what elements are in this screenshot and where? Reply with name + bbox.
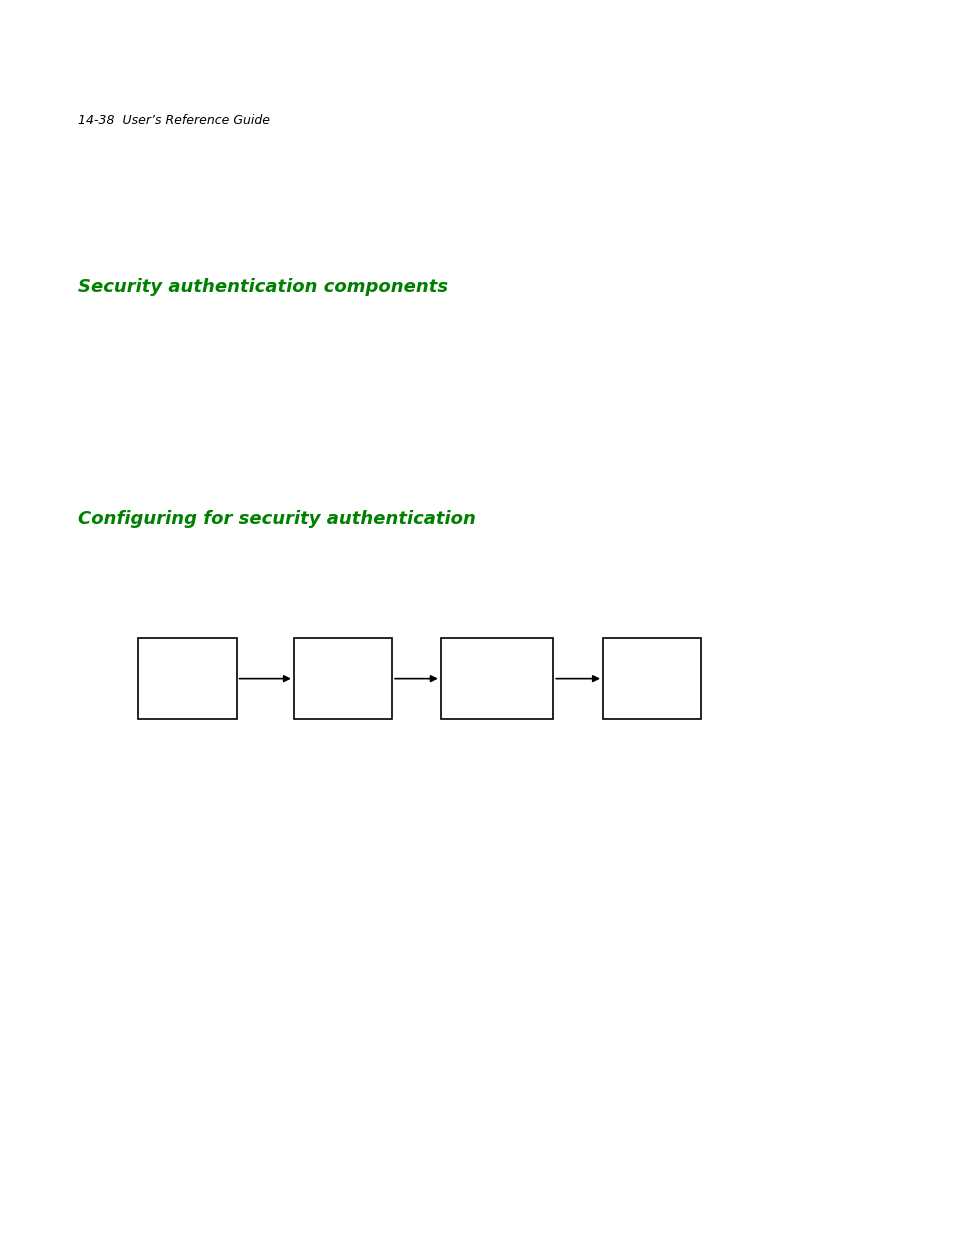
Text: Security authentication components: Security authentication components: [78, 278, 448, 296]
Bar: [440, 638, 553, 719]
Bar: [294, 638, 392, 719]
Bar: [602, 638, 700, 719]
Text: Configuring for security authentication: Configuring for security authentication: [78, 510, 476, 529]
Text: 14-38  User’s Reference Guide: 14-38 User’s Reference Guide: [78, 114, 270, 127]
Bar: [138, 638, 236, 719]
